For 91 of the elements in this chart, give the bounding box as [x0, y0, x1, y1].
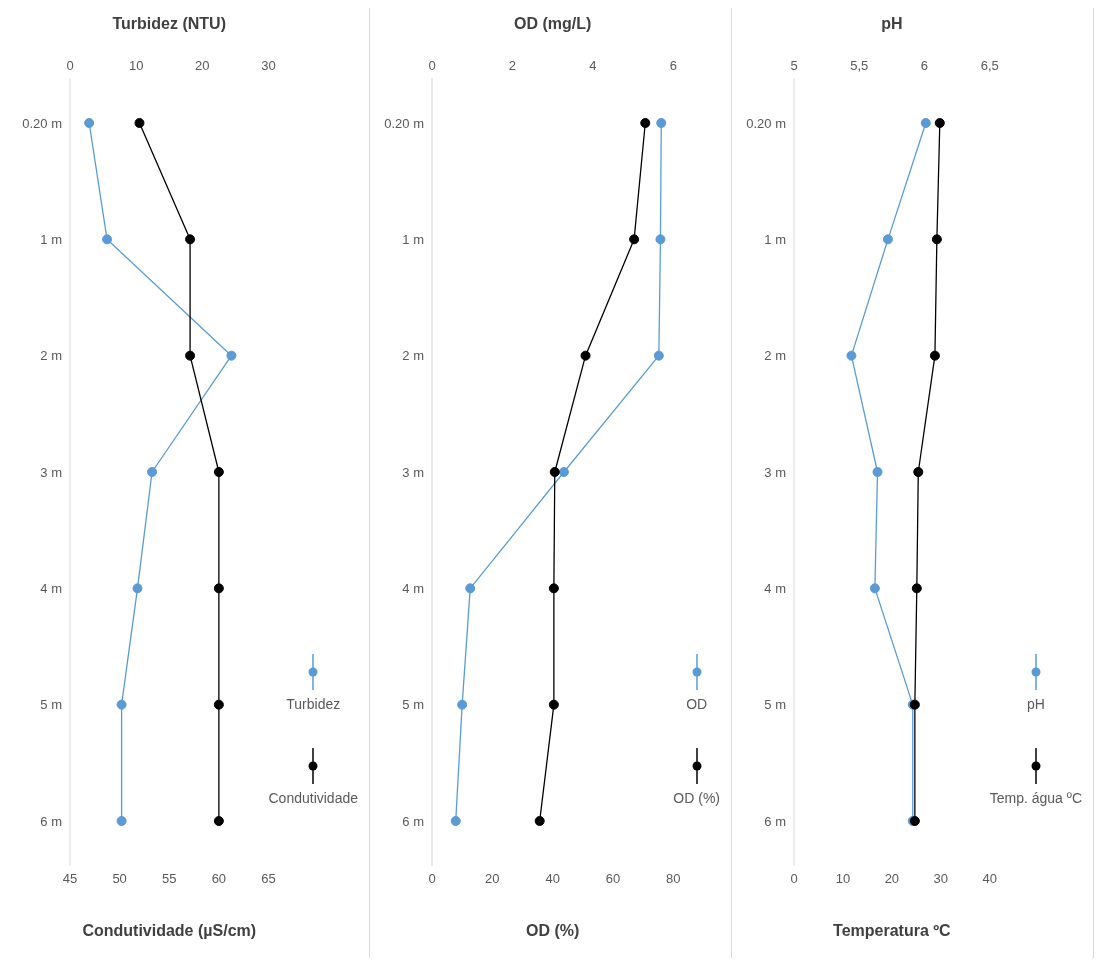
x-axis-title: Temperatura ºC: [833, 922, 952, 939]
y-tick-label: 0.20 m: [746, 115, 786, 131]
point: [653, 350, 664, 361]
x-tick-label: 0: [790, 871, 798, 887]
point: [226, 350, 237, 361]
y-tick-label: 1 m: [764, 231, 786, 247]
point: [929, 350, 940, 361]
point: [913, 467, 924, 477]
x2-tick-label: 4: [589, 58, 597, 73]
y-tick-label: 6 m: [764, 813, 786, 829]
y-tick-label: 4 m: [402, 580, 424, 596]
point: [534, 816, 545, 826]
x-tick-label: 60: [605, 871, 621, 887]
point: [465, 583, 476, 594]
x2-tick-label: 20: [195, 58, 210, 73]
x-tick-label: 20: [485, 871, 500, 887]
point: [655, 234, 666, 245]
x2-axis-title: OD (mg/L): [514, 15, 592, 33]
y-tick-label: 0.20 m: [22, 115, 62, 131]
x2-tick-label: 5,5: [850, 58, 869, 73]
text: Turbidez: [286, 696, 341, 712]
point: [869, 583, 880, 594]
y-tick-label: 6 m: [40, 813, 62, 829]
x-tick-label: 0: [428, 871, 436, 887]
x2-tick-label: 10: [128, 58, 144, 73]
point: [872, 467, 883, 477]
point: [457, 699, 468, 710]
point: [116, 699, 127, 710]
text: pH: [1026, 696, 1045, 712]
y-tick-label: 3 m: [402, 464, 424, 480]
text: OD: [686, 696, 708, 712]
point: [450, 816, 461, 826]
y-tick-label: 0.20 m: [384, 115, 424, 131]
x-tick-label: 65: [261, 871, 276, 887]
point: [629, 234, 640, 245]
y-tick-label: 4 m: [40, 580, 62, 596]
y-tick-label: 1 m: [40, 231, 62, 247]
x-tick-label: 60: [211, 871, 227, 887]
x-tick-label: 40: [545, 871, 560, 887]
x-tick-label: 45: [62, 871, 78, 887]
y-tick-label: 2 m: [764, 348, 786, 364]
point: [846, 350, 857, 361]
y-tick-label: 2 m: [40, 348, 62, 364]
x2-tick-label: 6: [669, 58, 677, 73]
point: [640, 118, 651, 128]
text: Condutividade: [268, 790, 358, 806]
y-tick-label: 1 m: [402, 231, 424, 247]
y-tick-label: 6 m: [402, 813, 424, 829]
y-tick-label: 5 m: [764, 697, 786, 713]
y-tick-label: 4 m: [764, 580, 786, 596]
x2-tick-label: 6,5: [980, 58, 999, 73]
point: [656, 118, 667, 128]
x-tick-label: 80: [666, 871, 681, 887]
y-tick-label: 3 m: [764, 464, 786, 480]
point: [558, 467, 569, 477]
y-tick-label: 3 m: [40, 464, 62, 480]
x2-tick-label: 30: [261, 58, 276, 73]
x-tick-label: 40: [982, 871, 997, 887]
point: [934, 118, 945, 128]
y-tick-label: 5 m: [40, 697, 62, 713]
x-axis-title: OD (%): [526, 922, 580, 939]
point: [132, 583, 143, 594]
x-tick-label: 10: [835, 871, 851, 887]
point: [911, 583, 922, 594]
text: Temp. água ºC: [989, 790, 1082, 806]
text: OD (%): [673, 790, 720, 806]
x2-axis-title: pH: [881, 15, 903, 33]
x-tick-label: 20: [884, 871, 900, 887]
point: [84, 118, 95, 128]
point: [147, 467, 158, 477]
x-tick-label: 30: [933, 871, 949, 887]
x2-tick-label: 2: [508, 58, 517, 73]
point: [548, 699, 559, 710]
x2-tick-label: 0: [428, 58, 436, 73]
x2-tick-label: 6: [920, 58, 929, 73]
point: [548, 583, 559, 594]
point: [931, 234, 942, 245]
y-tick-label: 2 m: [402, 348, 424, 364]
point: [116, 816, 127, 826]
x-axis-title: Condutividade (µS/cm): [82, 922, 257, 939]
x2-tick-label: 0: [66, 58, 74, 73]
point: [102, 234, 113, 245]
point: [882, 234, 893, 245]
x-tick-label: 50: [112, 871, 127, 887]
point: [549, 467, 560, 477]
y-tick-label: 5 m: [402, 697, 424, 713]
x-tick-label: 55: [162, 871, 177, 887]
point: [920, 118, 931, 128]
x2-axis-title: Turbidez (NTU): [112, 15, 226, 33]
point: [580, 350, 591, 361]
x2-tick-label: 5: [790, 58, 798, 73]
